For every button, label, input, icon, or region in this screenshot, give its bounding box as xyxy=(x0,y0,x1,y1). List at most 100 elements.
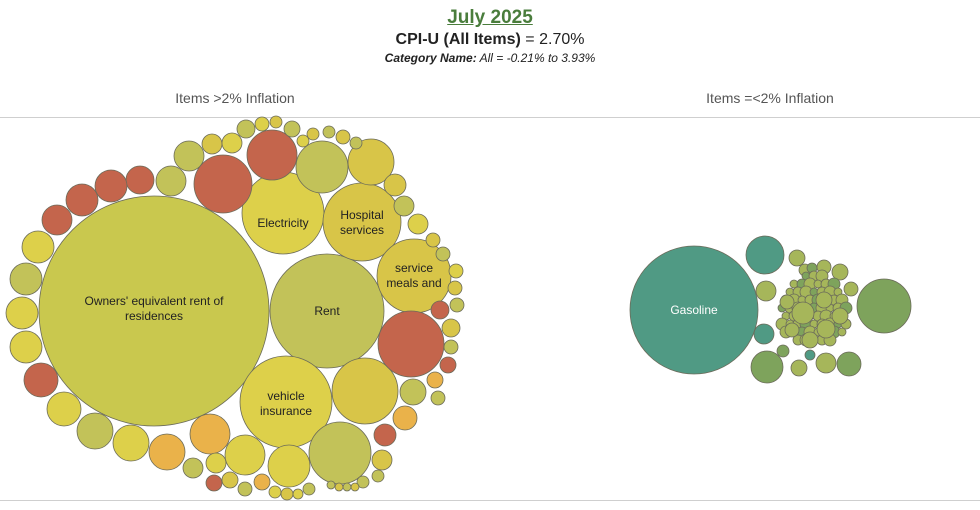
bubble-item[interactable] xyxy=(843,281,859,297)
bubble-item[interactable] xyxy=(331,357,399,425)
bubble-item[interactable] xyxy=(267,444,311,488)
bubble-item[interactable] xyxy=(815,352,837,374)
bubble-item[interactable] xyxy=(443,339,459,355)
bubble-item[interactable] xyxy=(448,263,464,279)
bubble-item[interactable] xyxy=(155,165,187,197)
bubble-item[interactable] xyxy=(221,132,243,154)
bubble-item[interactable] xyxy=(804,349,816,361)
bubble-item[interactable] xyxy=(435,246,451,262)
top-divider xyxy=(0,117,980,118)
bubble-item[interactable] xyxy=(94,169,128,203)
bubble-item[interactable] xyxy=(23,362,59,398)
bottom-divider xyxy=(0,500,980,501)
bubble-item[interactable] xyxy=(349,136,363,150)
bubble-item[interactable] xyxy=(753,323,775,345)
bubble-item[interactable] xyxy=(112,424,150,462)
bubble-item[interactable] xyxy=(224,434,266,476)
bubble-item[interactable] xyxy=(21,230,55,264)
bubble-item[interactable] xyxy=(76,412,114,450)
bubble-item[interactable] xyxy=(784,322,800,338)
bubble-item[interactable] xyxy=(350,482,360,492)
bubble-item[interactable] xyxy=(246,129,298,181)
chart-subtitle: CPI-U (All Items) = 2.70% xyxy=(0,31,980,49)
bubble-item[interactable] xyxy=(377,310,445,378)
bubble-item[interactable] xyxy=(46,391,82,427)
bubble-item[interactable] xyxy=(182,457,204,479)
bubble-item[interactable] xyxy=(449,297,465,313)
bubble-item[interactable] xyxy=(5,296,39,330)
bubble-item[interactable] xyxy=(815,291,833,309)
bubble-item[interactable] xyxy=(125,165,155,195)
bubble-item[interactable] xyxy=(373,423,397,447)
bubble-item[interactable] xyxy=(306,127,320,141)
bubble-item[interactable] xyxy=(41,204,73,236)
bubble-item[interactable] xyxy=(790,359,808,377)
bubble-item[interactable] xyxy=(283,120,301,138)
bubble-item[interactable] xyxy=(189,413,231,455)
bubble-item[interactable] xyxy=(322,125,336,139)
bubble-item[interactable] xyxy=(236,119,256,139)
bubble-item[interactable] xyxy=(856,278,912,334)
bubble-item[interactable] xyxy=(371,449,393,471)
bubble-item[interactable] xyxy=(347,138,395,186)
subtitle-value: = 2.70% xyxy=(520,31,585,48)
bubble-item[interactable] xyxy=(439,356,457,374)
bubble-item[interactable] xyxy=(779,294,795,310)
bubble-item[interactable] xyxy=(296,134,310,148)
bubble-item[interactable] xyxy=(237,481,253,497)
bubble-item[interactable] xyxy=(308,421,372,485)
bubble-item[interactable] xyxy=(430,390,446,406)
bubble-item[interactable] xyxy=(831,263,849,281)
bubble-item[interactable] xyxy=(371,469,385,483)
bubble-item[interactable] xyxy=(326,480,336,490)
bubble-item[interactable] xyxy=(334,482,344,492)
bubble-rent[interactable] xyxy=(269,253,385,369)
bubble-item[interactable] xyxy=(269,115,283,129)
bubble-item[interactable] xyxy=(393,195,415,217)
bubble-item[interactable] xyxy=(65,183,99,217)
bubble-item[interactable] xyxy=(750,350,784,384)
bubble-item[interactable] xyxy=(816,319,836,339)
bubble-item[interactable] xyxy=(383,173,407,197)
bubble-item[interactable] xyxy=(755,280,777,302)
bubble-item[interactable] xyxy=(441,318,461,338)
bubble-item[interactable] xyxy=(302,482,316,496)
bubble-item[interactable] xyxy=(280,487,294,501)
bubble-item[interactable] xyxy=(776,344,790,358)
bubble-item[interactable] xyxy=(342,482,352,492)
bubble-gasoline[interactable] xyxy=(629,245,759,375)
bubble-item[interactable] xyxy=(836,351,862,377)
bubble-item[interactable] xyxy=(9,262,43,296)
bubble-label: Hospital services xyxy=(340,208,384,237)
bubble-item[interactable] xyxy=(148,433,186,471)
bubble-item[interactable] xyxy=(193,154,253,214)
bubble-item[interactable] xyxy=(801,331,819,349)
bubble-item[interactable] xyxy=(392,405,418,431)
bubble-item[interactable] xyxy=(430,300,450,320)
bubble-item[interactable] xyxy=(335,129,351,145)
bubble-item[interactable] xyxy=(447,280,463,296)
bubble-item[interactable] xyxy=(356,475,370,489)
bubble-item[interactable] xyxy=(254,116,270,132)
bubble-item[interactable] xyxy=(788,249,806,267)
bubble-item[interactable] xyxy=(173,140,205,172)
bubble-item[interactable] xyxy=(205,474,223,492)
bubble-item[interactable] xyxy=(837,327,847,337)
bubble-item[interactable] xyxy=(295,140,349,194)
bubble-item[interactable] xyxy=(426,371,444,389)
bubble-item[interactable] xyxy=(253,473,271,491)
bubble-item[interactable] xyxy=(268,485,282,499)
bubble-item[interactable] xyxy=(9,330,43,364)
bubble-item[interactable] xyxy=(399,378,427,406)
bubble-item[interactable] xyxy=(201,133,223,155)
bubble-item[interactable] xyxy=(425,232,441,248)
bubble-item[interactable] xyxy=(205,452,227,474)
bubble-item[interactable] xyxy=(221,471,239,489)
bubble-item[interactable] xyxy=(791,301,815,325)
bubble-item[interactable] xyxy=(831,307,849,325)
subtitle-label: CPI-U (All Items) xyxy=(395,31,521,48)
bubble-item[interactable] xyxy=(745,235,785,275)
bubble-item[interactable] xyxy=(407,213,429,235)
bubble-owners-equivalent-rent-of-residences[interactable] xyxy=(38,195,270,427)
bubble-item[interactable] xyxy=(292,488,304,500)
